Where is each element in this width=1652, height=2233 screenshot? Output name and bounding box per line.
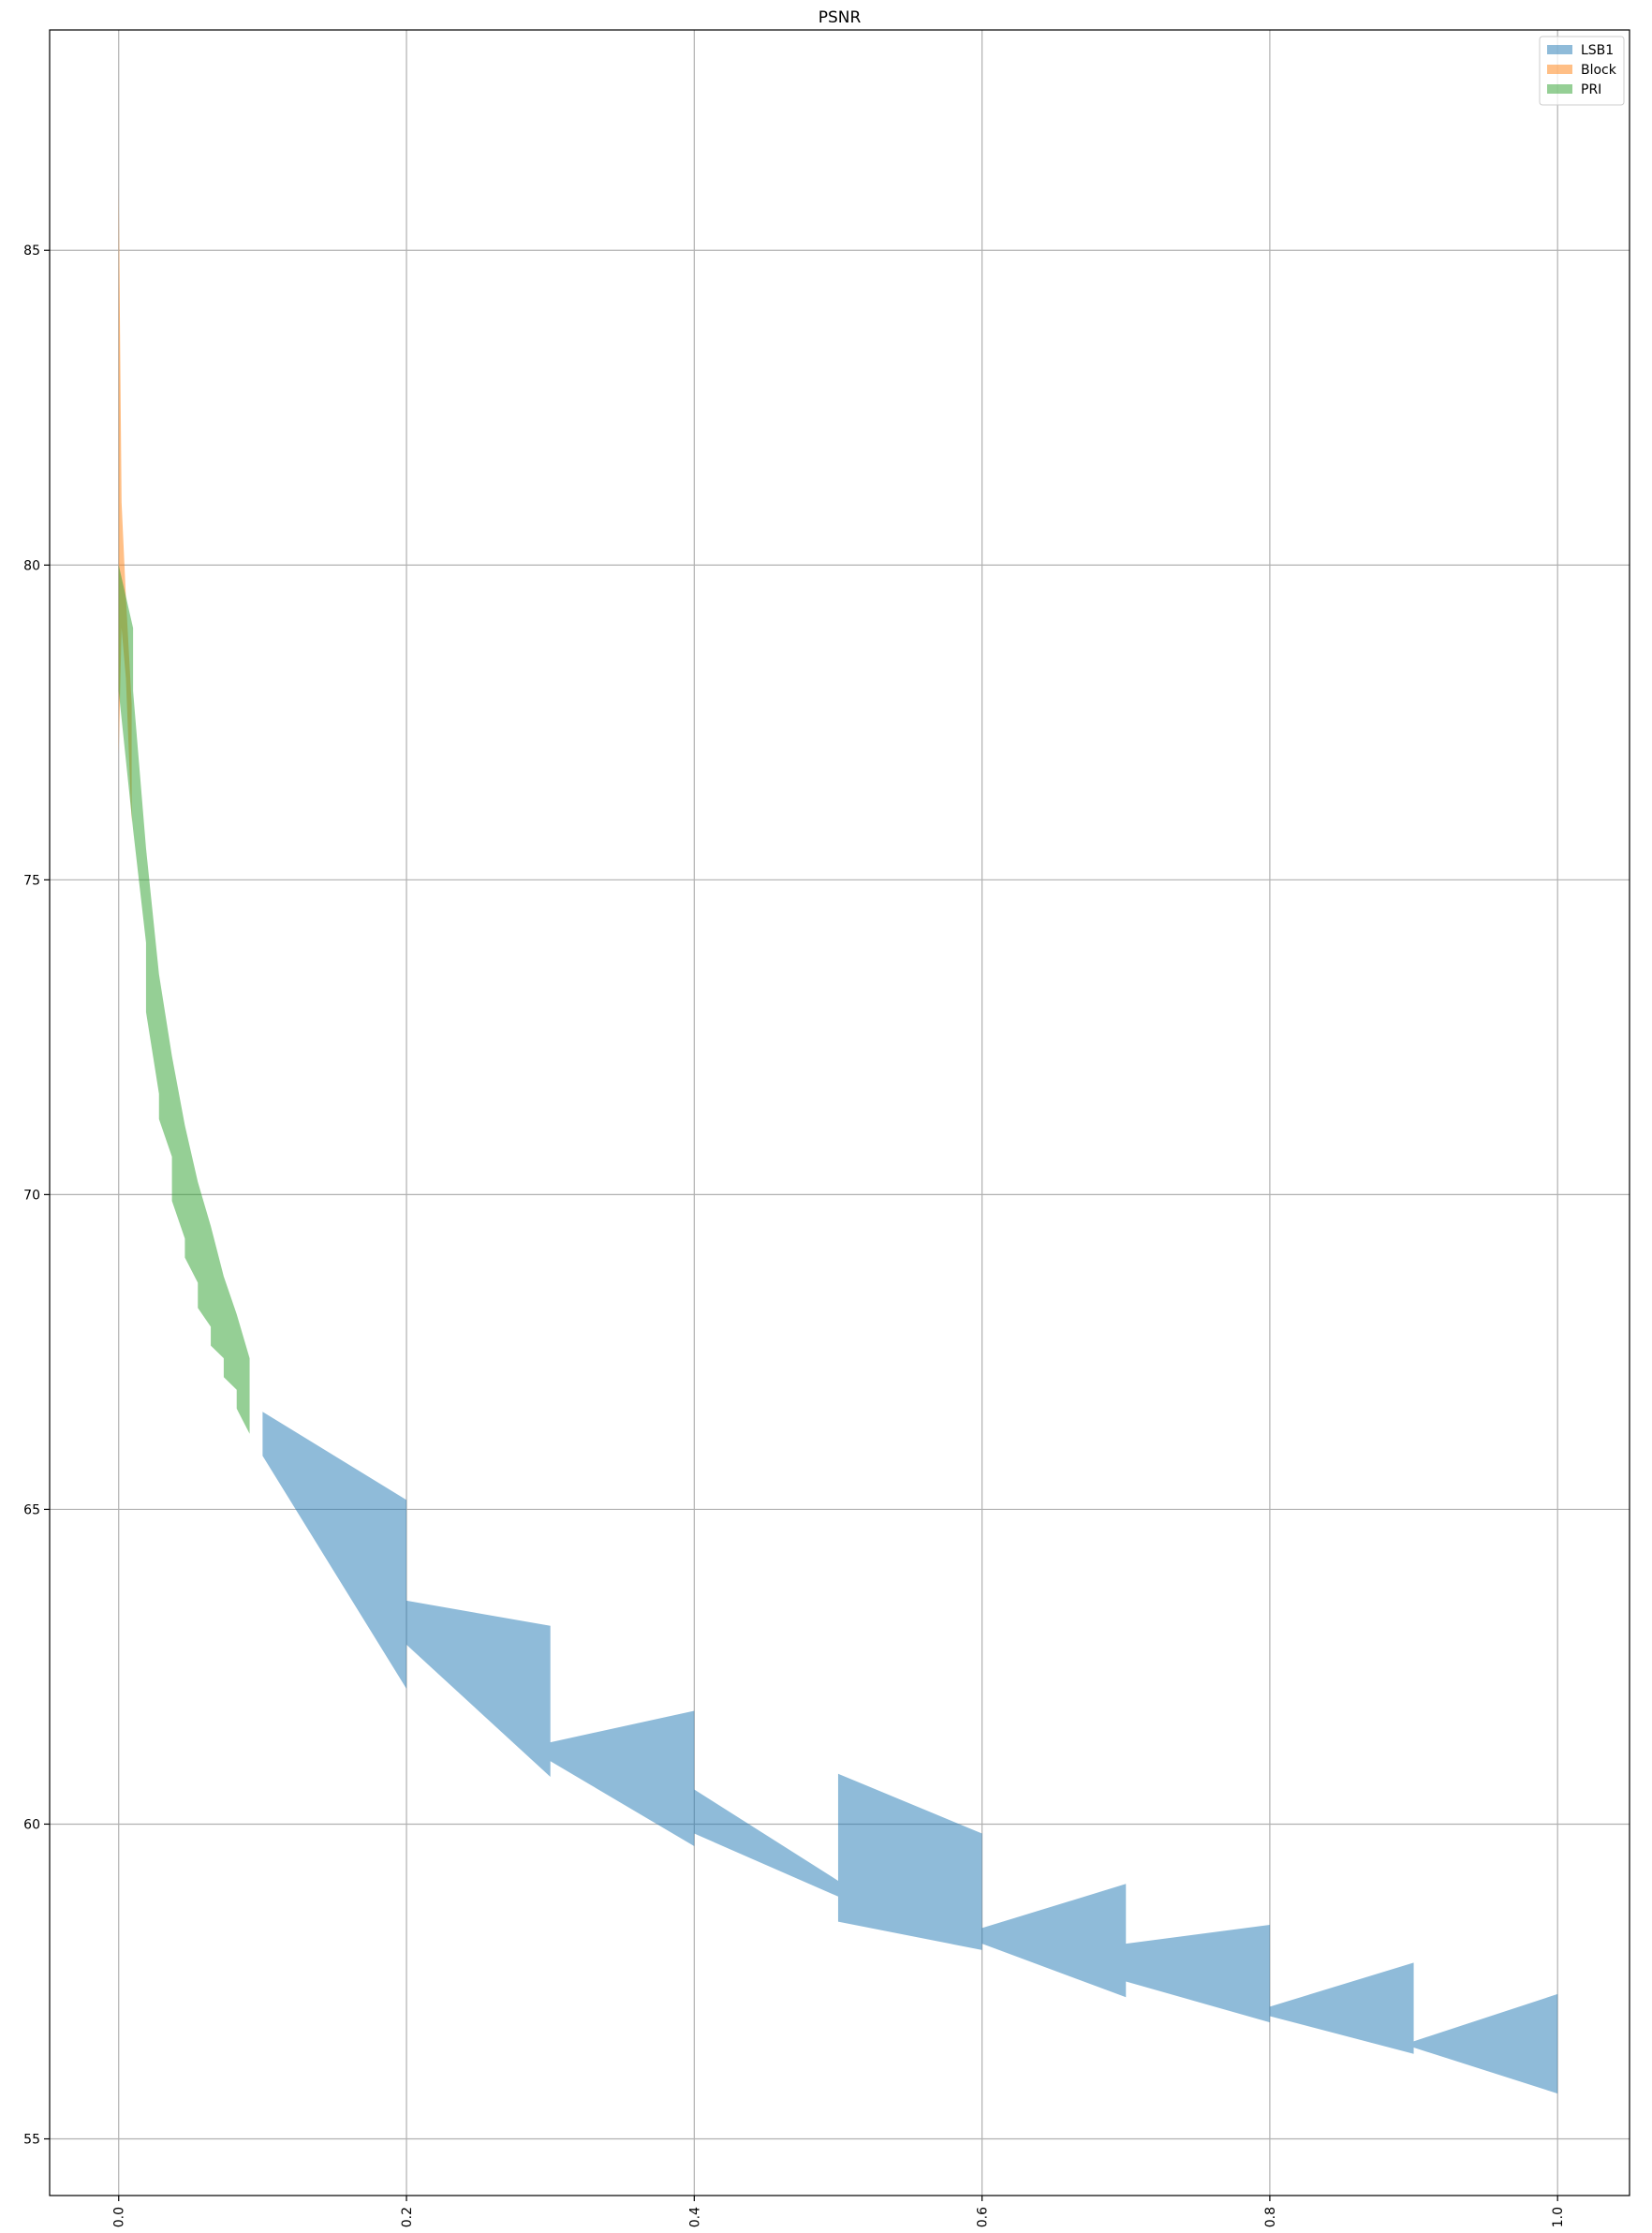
y-tick-label-0: 55 [23, 2133, 40, 2148]
legend-label-pri: PRI [1581, 82, 1601, 97]
legend-label-lsb1: LSB1 [1581, 43, 1614, 58]
x-tick-label-5: 1.0 [1551, 2207, 1566, 2227]
x-tick-label-2: 0.4 [687, 2207, 702, 2227]
chart-title: PSNR [819, 8, 862, 27]
y-tick-label-4: 75 [23, 873, 40, 888]
legend-swatch-block [1547, 65, 1572, 74]
x-tick-label-1: 0.2 [400, 2207, 415, 2227]
y-tick-label-5: 80 [23, 558, 40, 573]
x-tick-label-3: 0.6 [976, 2207, 991, 2227]
series-area-pri [118, 565, 250, 1434]
grid-lines [50, 30, 1630, 2196]
legend-label-block: Block [1581, 63, 1617, 78]
legend-swatch-lsb1 [1547, 45, 1572, 54]
axes-frame [49, 29, 1630, 2196]
y-tick-label-6: 85 [23, 244, 40, 259]
y-tick-label-2: 65 [23, 1502, 40, 1517]
legend: LSB1 Block PRI [1539, 36, 1625, 106]
legend-swatch-pri [1547, 84, 1572, 94]
axis-ticks: 0.0 0.2 0.4 0.6 0.8 1.0 55 60 65 70 75 80 85 [23, 244, 1566, 2227]
series-areas [118, 187, 1558, 2094]
x-tick-label-0: 0.0 [112, 2207, 127, 2227]
x-tick-label-4: 0.8 [1263, 2207, 1278, 2227]
y-tick-label-3: 70 [23, 1188, 40, 1203]
series-area-lsb1 [262, 1412, 1558, 2094]
y-tick-label-1: 60 [23, 1817, 40, 1832]
